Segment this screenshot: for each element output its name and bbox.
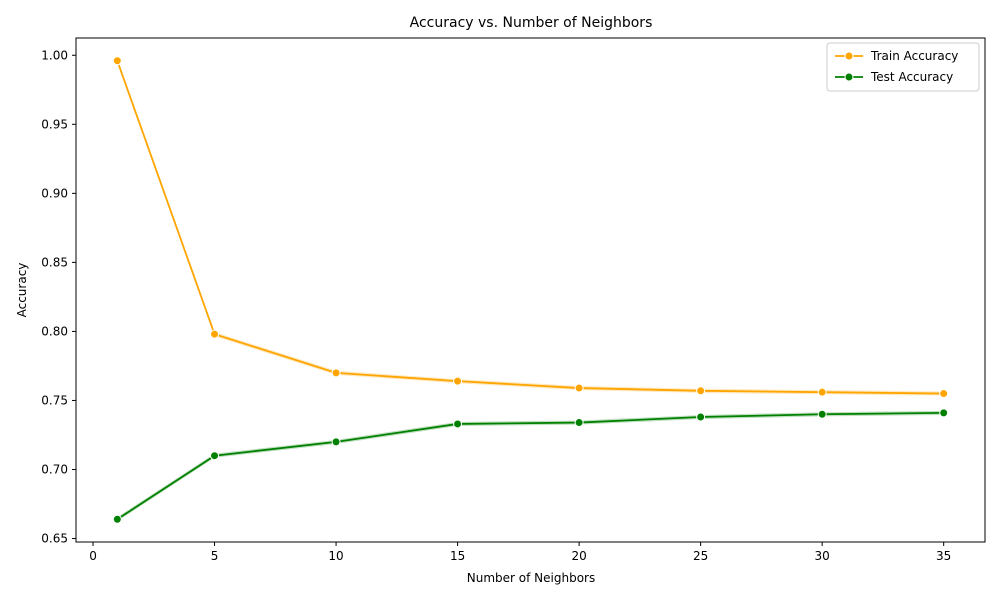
test-accuracy-legend-marker <box>844 72 854 82</box>
train-accuracy-legend-marker <box>844 51 854 61</box>
x-tick-label: 20 <box>571 549 586 563</box>
y-tick-label: 0.70 <box>41 463 68 477</box>
y-tick-label: 0.90 <box>41 186 68 200</box>
test-accuracy-point <box>817 409 827 419</box>
train-accuracy-point <box>210 329 220 339</box>
train-accuracy-point <box>112 56 122 66</box>
test-accuracy-point <box>574 418 584 428</box>
test-accuracy-point <box>939 408 949 418</box>
y-tick-label: 0.85 <box>41 255 68 269</box>
x-tick-label: 15 <box>450 549 465 563</box>
train-accuracy-point <box>574 383 584 393</box>
train-accuracy-point <box>817 387 827 397</box>
y-tick-label: 0.75 <box>41 393 68 407</box>
y-tick-label: 0.65 <box>41 532 68 546</box>
x-tick-label: 0 <box>89 549 97 563</box>
test-accuracy-band <box>117 410 944 522</box>
x-tick-label: 25 <box>693 549 708 563</box>
chart-title: Accuracy vs. Number of Neighbors <box>410 15 653 31</box>
legend-box <box>826 42 980 92</box>
test-accuracy-point <box>331 437 341 447</box>
plot-frame <box>75 37 986 543</box>
test-accuracy-point <box>210 451 220 461</box>
x-tick-label: 10 <box>328 549 343 563</box>
test-accuracy-legend-label: Test Accuracy <box>870 70 953 84</box>
test-accuracy-point <box>112 514 122 524</box>
y-tick-label: 0.80 <box>41 324 68 338</box>
x-tick-label: 30 <box>815 549 830 563</box>
x-tick-label: 5 <box>211 549 219 563</box>
x-axis: 0 5 10 15 20 25 30 35 <box>89 542 951 563</box>
train-accuracy-legend-label: Train Accuracy <box>870 49 958 63</box>
y-tick-label: 0.95 <box>41 117 68 131</box>
y-axis-label: Accuracy <box>15 263 29 318</box>
train-accuracy-point <box>453 376 463 386</box>
train-accuracy-line <box>116 60 944 395</box>
test-accuracy-point <box>696 412 706 422</box>
train-accuracy-point <box>331 368 341 378</box>
x-tick-label: 35 <box>936 549 951 563</box>
y-tick-label: 1.00 <box>41 48 68 62</box>
x-axis-label: Number of Neighbors <box>467 571 595 585</box>
train-accuracy-point <box>939 389 949 399</box>
train-accuracy-band <box>117 58 944 396</box>
train-accuracy-point <box>696 386 706 396</box>
test-accuracy-line <box>116 411 944 520</box>
y-axis: 0.65 0.70 0.75 0.80 0.85 0.90 0.95 1.00 <box>41 48 76 546</box>
legend: Train Accuracy Test Accuracy <box>826 42 980 92</box>
test-accuracy-point <box>453 419 463 429</box>
series-layer <box>112 56 949 524</box>
